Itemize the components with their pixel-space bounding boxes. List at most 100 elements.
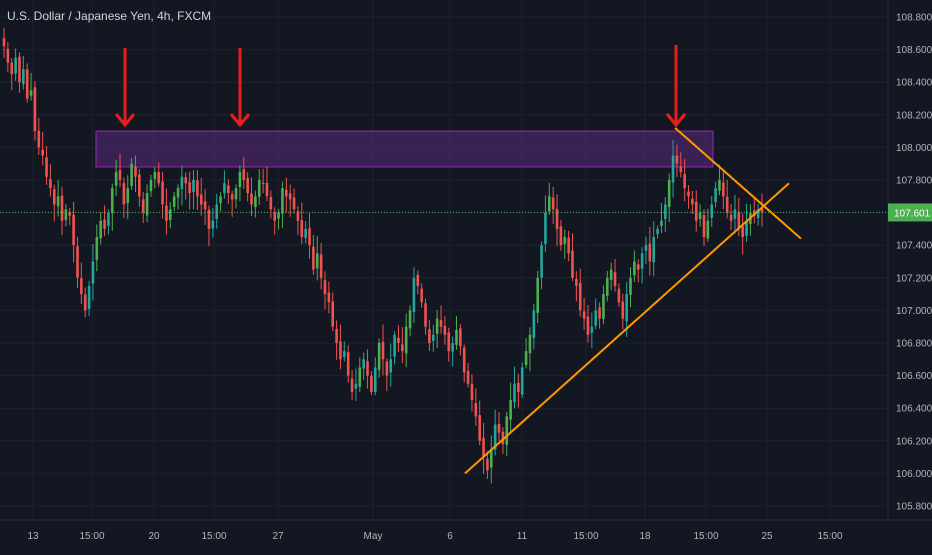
candle-body: [741, 226, 744, 238]
candle-body: [694, 201, 698, 221]
candle: [49, 164, 52, 197]
candle: [203, 188, 207, 225]
candle-body: [80, 278, 83, 295]
candle-body: [238, 171, 242, 188]
candle-body: [389, 359, 393, 373]
candle: [6, 42, 10, 73]
candle-body: [497, 424, 501, 433]
candle: [370, 371, 373, 396]
x-tick-label: 11: [517, 531, 528, 542]
candle-body: [323, 280, 327, 295]
candle: [288, 184, 292, 217]
candle: [401, 327, 404, 364]
candle: [95, 224, 99, 272]
candle-body: [126, 188, 130, 204]
candle-body: [575, 279, 578, 286]
candle-body: [486, 458, 489, 471]
candle: [99, 212, 102, 245]
candle: [207, 205, 211, 247]
candle-body: [544, 212, 547, 244]
candle: [741, 213, 744, 255]
candle-body: [478, 415, 481, 441]
candle: [443, 316, 447, 345]
candle: [381, 324, 385, 376]
candle: [261, 168, 265, 194]
candle: [327, 281, 331, 314]
descending-trendline: [674, 127, 802, 240]
candle-body: [87, 285, 91, 309]
candle-body: [168, 209, 172, 220]
candle: [644, 236, 648, 264]
candle: [87, 280, 91, 317]
candle: [315, 235, 319, 281]
candle-body: [381, 341, 385, 360]
candle-body: [29, 90, 33, 96]
candle: [25, 63, 29, 103]
candle-body: [99, 220, 102, 239]
candle-body: [281, 188, 284, 214]
candle: [428, 319, 431, 351]
candle: [756, 204, 760, 226]
support-trendline: [464, 182, 790, 475]
resistance-zone: [95, 130, 714, 168]
candle-body: [91, 261, 95, 284]
candle-body: [350, 378, 354, 392]
y-tick-label: 105.800: [896, 502, 932, 513]
candle: [660, 203, 663, 233]
candle-body: [706, 220, 710, 239]
candle: [486, 451, 489, 480]
candle: [211, 207, 215, 238]
y-tick-label: 107.000: [896, 306, 932, 317]
candle-body: [6, 48, 10, 63]
time-axis[interactable]: 13 15:00 20 15:00 27 May 6 11 15:00 18 15:00 25 15:0…: [27, 531, 843, 542]
candle-body: [118, 169, 122, 180]
candle-body: [184, 177, 188, 184]
candle-body: [489, 448, 493, 468]
candle: [319, 242, 323, 290]
candle: [68, 208, 72, 226]
candle-body: [72, 214, 75, 246]
candle-body: [18, 56, 21, 83]
candle-body: [373, 367, 377, 392]
candle: [667, 173, 671, 223]
candle: [308, 213, 311, 259]
candle-body: [176, 188, 180, 198]
candle-body: [172, 196, 176, 207]
y-tick-label: 108.200: [896, 110, 932, 121]
candle-body: [192, 180, 195, 192]
candle: [257, 169, 261, 206]
candle-body: [250, 193, 253, 205]
candle: [532, 303, 536, 350]
candle-body: [110, 188, 114, 213]
candle-body: [667, 180, 671, 208]
candle: [223, 170, 226, 199]
candle: [737, 197, 741, 237]
candle-body: [285, 189, 288, 197]
candle: [265, 166, 269, 202]
candle: [41, 131, 44, 166]
candle-body: [551, 197, 555, 210]
candle-body: [149, 180, 153, 192]
candle-body: [211, 220, 215, 229]
candle-body: [335, 329, 338, 343]
candle-body: [114, 171, 118, 186]
candle: [517, 373, 520, 408]
candle-body: [547, 196, 551, 212]
candle-body: [756, 209, 760, 219]
candle: [168, 202, 172, 229]
candle-body: [578, 282, 582, 311]
arrow-head: [229, 113, 251, 128]
candle-body: [397, 337, 400, 343]
candle-body: [315, 253, 319, 269]
candle: [56, 180, 60, 217]
candle: [404, 313, 408, 368]
candle: [122, 177, 126, 219]
candle-body: [107, 212, 110, 226]
candle: [354, 368, 358, 402]
candle: [377, 338, 381, 378]
candle: [339, 324, 342, 370]
candle: [300, 202, 304, 245]
